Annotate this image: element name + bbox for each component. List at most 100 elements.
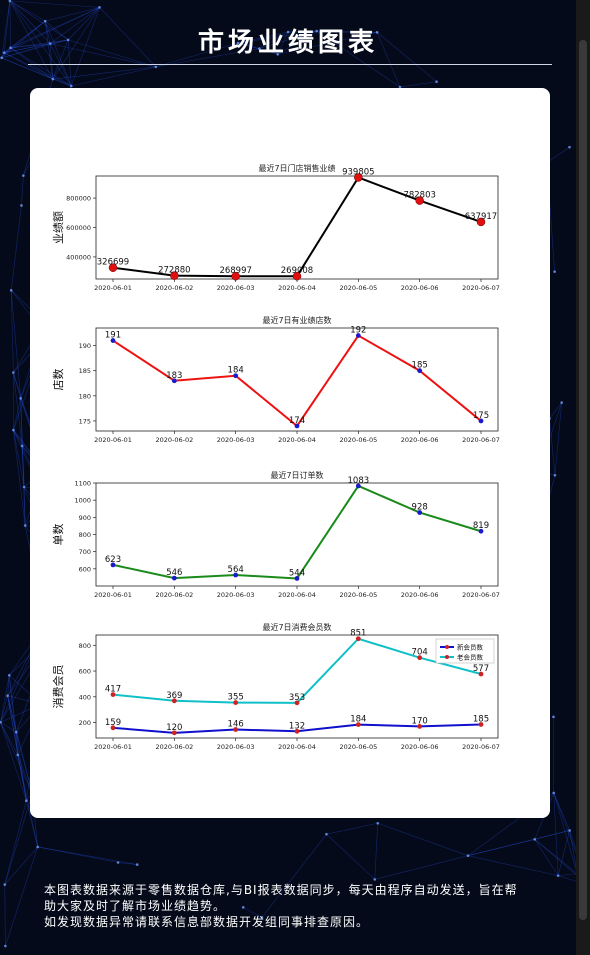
x-tick-label: 2020-06-04 <box>278 436 316 444</box>
data-label: 272880 <box>158 266 190 276</box>
legend-marker <box>445 645 449 649</box>
legend-marker <box>445 655 449 659</box>
x-tick-label: 2020-06-02 <box>155 284 193 292</box>
chart-title: 最近7日订单数 <box>270 470 323 480</box>
data-point <box>233 572 239 578</box>
data-label: 623 <box>105 555 121 565</box>
x-tick-label: 2020-06-07 <box>462 436 500 444</box>
data-label: 939805 <box>342 168 374 178</box>
x-tick-label: 2020-06-04 <box>278 284 316 292</box>
data-point <box>233 700 239 705</box>
data-label: 269008 <box>281 266 313 276</box>
data-point <box>171 730 177 736</box>
x-tick-label: 2020-06-07 <box>462 591 500 599</box>
x-tick-label: 2020-06-06 <box>401 591 439 599</box>
data-point <box>417 368 423 374</box>
data-point <box>294 576 300 581</box>
data-label: 851 <box>350 629 366 639</box>
x-tick-label: 2020-06-06 <box>401 743 439 751</box>
data-label: 120 <box>166 723 182 733</box>
x-tick-label: 2020-06-01 <box>94 436 132 444</box>
data-point <box>170 271 179 280</box>
y-tick-label: 1000 <box>74 497 91 505</box>
data-point <box>110 725 116 731</box>
y-tick-label: 900 <box>79 514 91 522</box>
data-point <box>354 173 363 182</box>
y-tick-label: 700 <box>79 548 91 556</box>
chart-3: 最近7日订单数 600 700 800 900 1000 1100 2020-06-01 202… <box>52 470 500 599</box>
data-label: 326699 <box>97 258 129 268</box>
x-tick-label: 2020-06-02 <box>155 436 193 444</box>
data-point <box>415 196 424 205</box>
data-point <box>171 575 177 581</box>
scrollbar-thumb[interactable] <box>579 40 587 920</box>
data-label: 355 <box>228 693 244 703</box>
data-point <box>108 263 118 272</box>
data-point <box>233 727 239 732</box>
data-label: 819 <box>473 521 489 531</box>
x-tick-label: 2020-06-02 <box>155 591 193 599</box>
data-label: 928 <box>412 503 428 513</box>
data-point <box>171 378 177 384</box>
data-point <box>233 373 239 379</box>
chart-4: 最近7日消费会员数 200 400 600 800 2020-06-01 2020-06-0… <box>51 622 500 751</box>
page-title: 市场业绩图表 <box>197 28 378 58</box>
y-tick-label: 600000 <box>66 224 91 232</box>
data-point <box>294 728 300 734</box>
legend-box <box>435 638 495 664</box>
data-point <box>417 655 423 661</box>
x-tick-label: 2020-06-01 <box>94 591 132 599</box>
x-tick-label: 2020-06-07 <box>462 743 500 751</box>
data-label: 353 <box>289 693 305 703</box>
data-point <box>231 271 240 281</box>
y-axis-label: 店数 <box>51 369 65 391</box>
x-tick-label: 2020-06-05 <box>339 436 377 444</box>
y-tick-label: 800000 <box>66 195 91 203</box>
data-label: 183 <box>166 371 182 381</box>
data-label: 175 <box>473 411 489 421</box>
scrollbar[interactable] <box>576 0 590 955</box>
series-line-1 <box>112 484 482 580</box>
data-label: 637917 <box>465 212 497 222</box>
chart-title: 最近7日门店销售业绩 <box>258 163 335 173</box>
y-tick-label: 800 <box>79 531 91 539</box>
footer-line-2: 助大家及时了解市场业绩趋势。 <box>44 899 227 913</box>
chart-1: 最近7日门店销售业绩 400000 600000 800000 2020-06-01 20… <box>52 163 500 292</box>
data-point <box>292 271 302 281</box>
data-label: 704 <box>412 648 428 658</box>
data-label: 192 <box>350 326 366 336</box>
data-label: 132 <box>289 721 305 731</box>
data-label: 369 <box>166 691 182 701</box>
data-label: 1083 <box>348 476 370 486</box>
data-label: 174 <box>289 416 305 426</box>
footer-note: 本图表数据来源于零售数据仓库,与BI报表数据同步，每天由程序自动发送，旨在帮 助… <box>44 882 544 930</box>
chart-2: 最近7日有业绩店数 175 180 185 190 2020-06-01 2020-06-0… <box>51 315 500 444</box>
data-point <box>110 562 116 568</box>
x-tick-label: 2020-06-03 <box>217 436 255 444</box>
y-tick-label: 1100 <box>74 480 91 488</box>
x-tick-label: 2020-06-03 <box>217 743 255 751</box>
data-point <box>110 338 116 343</box>
data-point <box>294 700 300 706</box>
legend-label: 老会员数 <box>457 653 484 662</box>
data-point <box>478 671 484 677</box>
data-label: 417 <box>105 685 121 695</box>
data-label: 146 <box>228 720 244 730</box>
data-point <box>171 698 177 704</box>
x-tick-label: 2020-06-02 <box>155 743 193 751</box>
x-tick-label: 2020-06-01 <box>94 743 132 751</box>
x-tick-label: 2020-06-06 <box>401 436 439 444</box>
y-tick-label: 400 <box>79 693 91 701</box>
x-tick-label: 2020-06-07 <box>462 284 500 292</box>
y-axis-label: 消费会员 <box>51 665 65 709</box>
y-tick-label: 190 <box>79 342 91 350</box>
chart-card: 最近7日门店销售业绩 400000 600000 800000 2020-06-01 20… <box>30 88 550 818</box>
x-tick-label: 2020-06-05 <box>339 743 377 751</box>
y-tick-label: 185 <box>79 367 91 375</box>
footer-line-1: 本图表数据来源于零售数据仓库,与BI报表数据同步，每天由程序自动发送，旨在帮 <box>44 883 518 897</box>
data-label: 184 <box>350 715 366 725</box>
x-tick-label: 2020-06-05 <box>339 591 377 599</box>
y-tick-label: 400000 <box>66 253 91 261</box>
data-label: 185 <box>412 361 428 371</box>
